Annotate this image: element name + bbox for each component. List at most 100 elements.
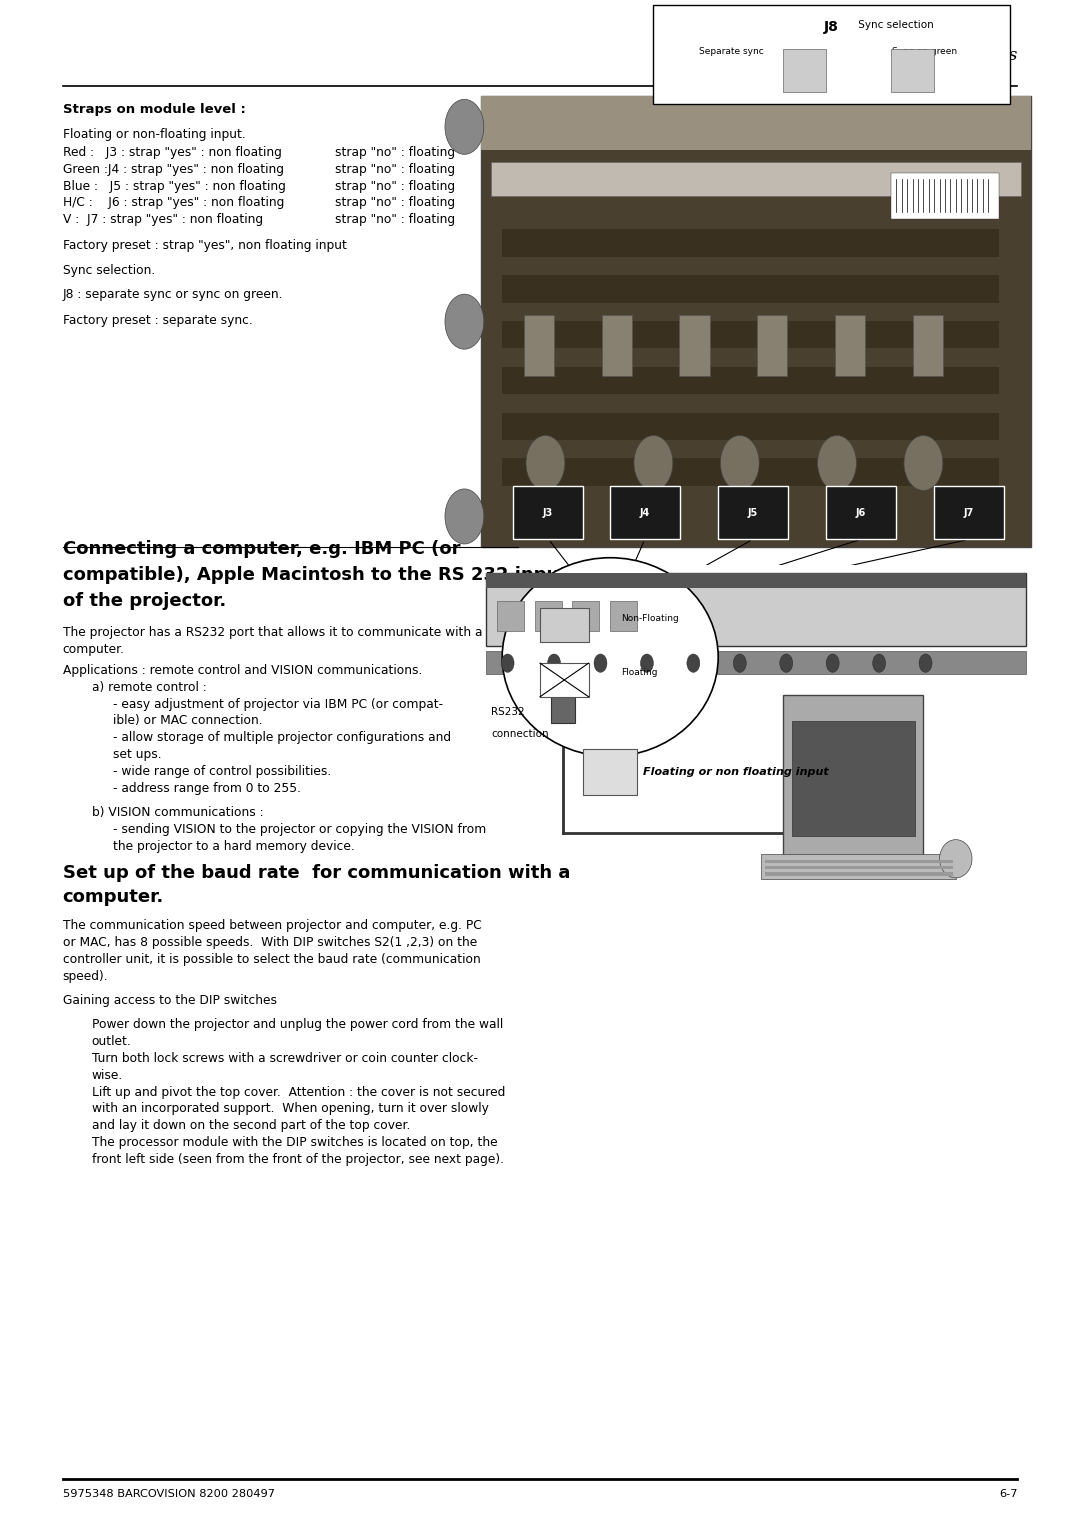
- Text: J8: J8: [824, 20, 839, 34]
- Ellipse shape: [502, 558, 718, 756]
- Text: compatible), Apple Macintosh to the RS 232 input: compatible), Apple Macintosh to the RS 2…: [63, 565, 567, 584]
- Text: The communication speed between projector and computer, e.g. PC: The communication speed between projecto…: [63, 918, 482, 932]
- FancyBboxPatch shape: [891, 173, 999, 219]
- FancyBboxPatch shape: [602, 315, 632, 376]
- FancyBboxPatch shape: [718, 486, 788, 539]
- Text: b) VISION communications :: b) VISION communications :: [92, 805, 264, 819]
- Text: V :  J7 : strap "yes" : non floating: V : J7 : strap "yes" : non floating: [63, 212, 262, 226]
- Text: RS232: RS232: [491, 707, 525, 718]
- FancyBboxPatch shape: [765, 860, 953, 863]
- Ellipse shape: [940, 839, 972, 877]
- FancyBboxPatch shape: [891, 49, 934, 92]
- Text: Lift up and pivot the top cover.  Attention : the cover is not secured: Lift up and pivot the top cover. Attenti…: [92, 1085, 505, 1099]
- Text: or MAC, has 8 possible speeds.  With DIP switches S2(1 ,2,3) on the: or MAC, has 8 possible speeds. With DIP …: [63, 935, 477, 949]
- FancyBboxPatch shape: [502, 229, 999, 257]
- Text: Gaining access to the DIP switches: Gaining access to the DIP switches: [63, 993, 276, 1007]
- Text: J7: J7: [963, 509, 974, 518]
- Text: - wide range of control possibilities.: - wide range of control possibilities.: [113, 764, 332, 778]
- FancyBboxPatch shape: [502, 367, 999, 394]
- FancyBboxPatch shape: [540, 663, 589, 697]
- Text: Green :J4 : strap "yes" : non floating: Green :J4 : strap "yes" : non floating: [63, 162, 284, 176]
- Circle shape: [818, 435, 856, 490]
- Circle shape: [501, 654, 514, 672]
- Text: computer.: computer.: [63, 888, 164, 906]
- Text: with an incorporated support.  When opening, turn it over slowly: with an incorporated support. When openi…: [92, 1102, 488, 1115]
- Text: speed).: speed).: [63, 969, 108, 983]
- Text: connection: connection: [491, 729, 549, 740]
- Text: Sync on green: Sync on green: [892, 47, 957, 57]
- Text: Power down the projector and unplug the power cord from the wall: Power down the projector and unplug the …: [92, 1018, 503, 1031]
- Text: wise.: wise.: [92, 1068, 123, 1082]
- FancyBboxPatch shape: [761, 854, 956, 879]
- Text: strap "no" : floating: strap "no" : floating: [335, 179, 455, 193]
- Circle shape: [594, 654, 607, 672]
- Text: The projector has a RS232 port that allows it to communicate with a: The projector has a RS232 port that allo…: [63, 625, 482, 639]
- Text: ible) or MAC connection.: ible) or MAC connection.: [113, 714, 264, 727]
- Circle shape: [904, 435, 943, 490]
- Text: - address range from 0 to 255.: - address range from 0 to 255.: [113, 781, 301, 795]
- Text: J6: J6: [855, 509, 866, 518]
- Circle shape: [720, 435, 759, 490]
- FancyBboxPatch shape: [653, 5, 1010, 104]
- Text: a) remote control :: a) remote control :: [92, 680, 206, 694]
- FancyBboxPatch shape: [610, 601, 637, 631]
- Text: 6-7: 6-7: [999, 1490, 1017, 1499]
- FancyBboxPatch shape: [826, 486, 896, 539]
- FancyBboxPatch shape: [497, 601, 524, 631]
- Text: strap "no" : floating: strap "no" : floating: [335, 162, 455, 176]
- FancyBboxPatch shape: [513, 486, 583, 539]
- Circle shape: [445, 489, 484, 544]
- Text: strap "no" : floating: strap "no" : floating: [335, 196, 455, 209]
- FancyBboxPatch shape: [679, 315, 710, 376]
- FancyBboxPatch shape: [486, 651, 1026, 674]
- FancyBboxPatch shape: [551, 677, 575, 723]
- Text: J5: J5: [747, 509, 758, 518]
- Text: set ups.: set ups.: [113, 747, 162, 761]
- Circle shape: [687, 654, 700, 672]
- FancyBboxPatch shape: [481, 96, 1031, 547]
- Text: Separate sync: Separate sync: [700, 47, 765, 57]
- Text: Floating or non floating input: Floating or non floating input: [643, 767, 828, 776]
- FancyBboxPatch shape: [502, 321, 999, 348]
- Circle shape: [873, 654, 886, 672]
- FancyBboxPatch shape: [783, 49, 826, 92]
- FancyBboxPatch shape: [502, 458, 999, 486]
- Text: The processor module with the DIP switches is located on top, the: The processor module with the DIP switch…: [92, 1135, 498, 1149]
- Text: and lay it down on the second part of the top cover.: and lay it down on the second part of th…: [92, 1118, 410, 1132]
- FancyBboxPatch shape: [792, 721, 915, 836]
- FancyBboxPatch shape: [765, 866, 953, 869]
- FancyBboxPatch shape: [835, 315, 865, 376]
- Text: - easy adjustment of projector via IBM PC (or compat-: - easy adjustment of projector via IBM P…: [113, 697, 444, 711]
- Text: J4: J4: [639, 509, 650, 518]
- Circle shape: [826, 654, 839, 672]
- Circle shape: [445, 293, 484, 350]
- FancyBboxPatch shape: [610, 486, 680, 539]
- Text: outlet.: outlet.: [92, 1034, 132, 1048]
- Circle shape: [919, 654, 932, 672]
- Circle shape: [634, 435, 673, 490]
- FancyBboxPatch shape: [535, 601, 562, 631]
- FancyBboxPatch shape: [524, 315, 554, 376]
- Text: Non-Floating: Non-Floating: [621, 614, 678, 623]
- Text: strap "no" : floating: strap "no" : floating: [335, 212, 455, 226]
- Text: Set up of the baud rate  for communication with a: Set up of the baud rate for communicatio…: [63, 863, 570, 882]
- Text: J3: J3: [542, 509, 553, 518]
- FancyBboxPatch shape: [486, 573, 1026, 588]
- FancyBboxPatch shape: [481, 565, 1031, 894]
- Text: J8 : separate sync or sync on green.: J8 : separate sync or sync on green.: [63, 287, 283, 301]
- Circle shape: [526, 435, 565, 490]
- FancyBboxPatch shape: [486, 573, 1026, 646]
- FancyBboxPatch shape: [834, 860, 872, 876]
- Text: Straps on module level :: Straps on module level :: [63, 102, 245, 116]
- Text: front left side (seen from the front of the projector, see next page).: front left side (seen from the front of …: [92, 1152, 503, 1166]
- Text: - allow storage of multiple projector configurations and: - allow storage of multiple projector co…: [113, 730, 451, 744]
- Text: of the projector.: of the projector.: [63, 591, 226, 610]
- Circle shape: [780, 654, 793, 672]
- Text: H/C :    J6 : strap "yes" : non floating: H/C : J6 : strap "yes" : non floating: [63, 196, 284, 209]
- Text: 5975348 BARCOVISION 8200 280497: 5975348 BARCOVISION 8200 280497: [63, 1490, 274, 1499]
- FancyBboxPatch shape: [481, 96, 1031, 150]
- Text: Sync selection.: Sync selection.: [63, 263, 154, 277]
- Circle shape: [640, 654, 653, 672]
- Text: Floating or non-floating input.: Floating or non-floating input.: [63, 127, 245, 141]
- Text: Applications : remote control and VISION communications.: Applications : remote control and VISION…: [63, 663, 422, 677]
